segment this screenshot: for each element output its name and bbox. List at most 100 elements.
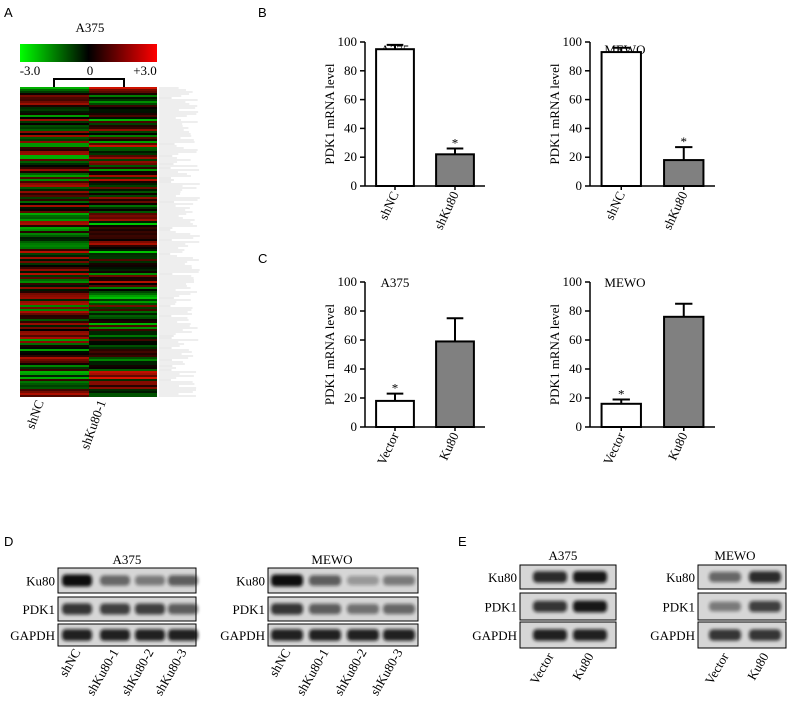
panel-label: C: [258, 251, 267, 266]
heat-cell: [89, 119, 157, 121]
heat-cell: [89, 109, 157, 111]
heat-cell: [20, 215, 89, 217]
heat-cell: [89, 173, 157, 175]
heat-cell: [89, 303, 157, 305]
heat-cell: [89, 227, 157, 229]
heat-cell: [89, 101, 157, 103]
heat-cell: [20, 315, 89, 317]
heat-cell: [89, 387, 157, 389]
heat-cell: [89, 203, 157, 205]
heat-cell: [89, 157, 157, 159]
blot-band: [383, 603, 415, 615]
heat-cell: [89, 371, 157, 373]
blot-row-label: Ku80: [236, 574, 265, 589]
heat-cell: [89, 253, 157, 255]
heat-cell: [89, 375, 157, 377]
heat-cell: [89, 181, 157, 183]
heat-cell: [89, 105, 157, 107]
heat-cell: [20, 371, 89, 373]
heat-cell: [20, 247, 89, 249]
heat-cell: [89, 369, 157, 371]
heat-cell: [20, 107, 89, 109]
blot-band: [168, 629, 198, 641]
heat-cell: [89, 177, 157, 179]
heat-cell: [20, 167, 89, 169]
lane-label: Vector: [527, 649, 557, 686]
color-scale: [20, 44, 157, 62]
heat-cell: [89, 359, 157, 361]
bar: [600, 402, 642, 428]
blot-title: A375: [549, 548, 578, 563]
heat-cell: [20, 219, 89, 221]
blot-band: [749, 629, 781, 641]
blot-band: [135, 629, 165, 641]
heat-cell: [89, 343, 157, 345]
heat-cell: [20, 339, 89, 341]
heat-cell: [20, 221, 89, 223]
heat-cell: [89, 107, 157, 109]
heat-cell: [20, 127, 89, 129]
significance: *: [618, 386, 625, 401]
lane-label: shNC: [56, 646, 84, 679]
heat-cell: [89, 115, 157, 117]
heat-cell: [89, 151, 157, 153]
blot-row-label: GAPDH: [220, 628, 265, 643]
heat-cell: [89, 245, 157, 247]
heat-cell: [89, 113, 157, 115]
heat-cell: [89, 351, 157, 353]
heat-cell: [89, 305, 157, 307]
heat-cell: [89, 327, 157, 329]
heat-cell: [20, 357, 89, 359]
heat-cell: [89, 241, 157, 243]
bar: [663, 159, 705, 188]
heat-cell: [20, 187, 89, 189]
heat-cell: [89, 111, 157, 113]
heat-cell: [89, 89, 157, 91]
y-tick-label: 20: [569, 390, 582, 405]
heat-cell: [20, 103, 89, 105]
heat-cell: [20, 161, 89, 163]
heat-cell: [20, 367, 89, 369]
heat-cell: [20, 279, 89, 281]
heat-cell: [89, 319, 157, 321]
heat-cell: [20, 295, 89, 297]
blot-band: [100, 629, 130, 641]
blot-band: [135, 575, 165, 586]
heat-cell: [89, 171, 157, 173]
chart-title: MEWO: [604, 275, 645, 290]
heat-cell: [89, 323, 157, 325]
heat-cell: [89, 301, 157, 303]
heat-cell: [20, 383, 89, 385]
y-tick-label: 80: [569, 303, 582, 318]
heat-cell: [20, 385, 89, 387]
heat-cell: [20, 217, 89, 219]
blot-row-label: GAPDH: [650, 628, 695, 643]
heat-cell: [89, 287, 157, 289]
heat-cell: [20, 109, 89, 111]
heat-cell: [20, 91, 89, 93]
heat-cell: [20, 359, 89, 361]
blot-band: [135, 603, 165, 615]
blot-band: [533, 600, 567, 613]
x-tick-label: Ku80: [436, 430, 462, 463]
heat-cell: [20, 325, 89, 327]
heat-cell: [89, 121, 157, 123]
heat-cell: [89, 149, 157, 151]
lane-label: shNC: [266, 646, 294, 679]
heat-cell: [20, 205, 89, 207]
heat-cell: [89, 127, 157, 129]
heat-cell: [89, 357, 157, 359]
heat-cell: [20, 213, 89, 215]
heat-cell: [20, 293, 89, 295]
heat-cell: [89, 379, 157, 381]
heat-cell: [20, 191, 89, 193]
heat-cell: [89, 167, 157, 169]
heat-cell: [89, 385, 157, 387]
heat-cell: [20, 345, 89, 347]
panel-label: B: [258, 5, 267, 20]
heat-cell: [20, 159, 89, 161]
heat-cell: [20, 281, 89, 283]
heat-cell: [89, 199, 157, 201]
heat-cell: [89, 99, 157, 101]
heat-cell: [89, 183, 157, 185]
